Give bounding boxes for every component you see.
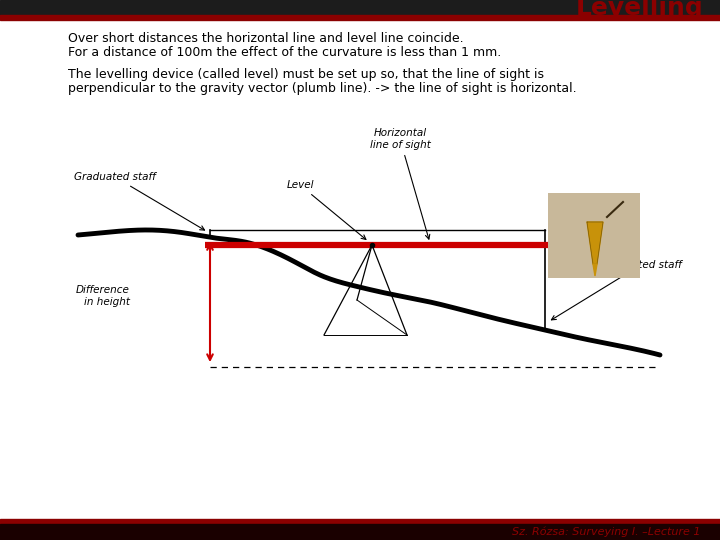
Bar — [548, 193, 640, 278]
Bar — [0, 0, 720, 15]
Polygon shape — [587, 222, 603, 264]
Text: Over short distances the horizontal line and level line coincide.: Over short distances the horizontal line… — [68, 32, 464, 45]
Bar — [0, 524, 720, 540]
Text: Graduated staff: Graduated staff — [552, 260, 682, 320]
Text: Levelling: Levelling — [575, 0, 703, 20]
Text: Level: Level — [287, 180, 366, 239]
Bar — [0, 519, 720, 524]
Text: perpendicular to the gravity vector (plumb line). -> the line of sight is horizo: perpendicular to the gravity vector (plu… — [68, 82, 577, 95]
Text: Difference
in height: Difference in height — [76, 285, 130, 307]
Text: Sz. Rózsa: Surveying I. –Lecture 1: Sz. Rózsa: Surveying I. –Lecture 1 — [511, 526, 700, 537]
Text: For a distance of 100m the effect of the curvature is less than 1 mm.: For a distance of 100m the effect of the… — [68, 46, 501, 59]
Text: Horizontal
line of sight: Horizontal line of sight — [369, 129, 431, 239]
Polygon shape — [593, 264, 597, 276]
Text: The levelling device (called level) must be set up so, that the line of sight is: The levelling device (called level) must… — [68, 68, 544, 81]
Bar — [0, 15, 720, 20]
Text: Graduated staff: Graduated staff — [74, 172, 204, 230]
